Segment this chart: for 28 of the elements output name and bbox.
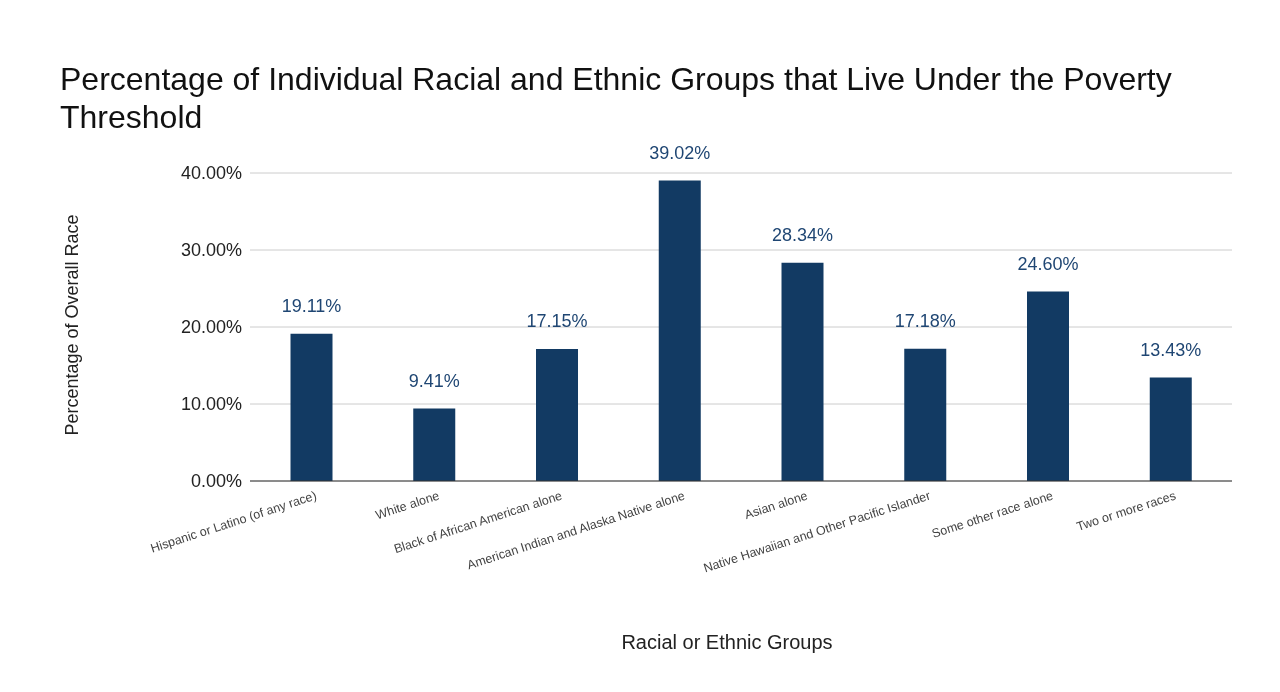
y-tick-label: 0.00%: [190, 471, 242, 492]
y-tick-label: 10.00%: [180, 394, 242, 415]
bar: [413, 408, 456, 481]
bar: [1149, 377, 1192, 481]
data-label: 19.11%: [281, 295, 342, 316]
chart-title: Percentage of Individual Racial and Ethnic Groups that Live Under the Poverty Threshold: [60, 60, 1173, 136]
bar: [781, 262, 824, 481]
x-tick-label: Some other race alone: [930, 488, 1055, 541]
bar: [536, 348, 579, 481]
data-label: 39.02%: [649, 142, 711, 163]
data-label: 28.34%: [771, 224, 834, 245]
data-label: 17.18%: [894, 310, 956, 331]
bar: [658, 180, 701, 481]
x-tick-label: Asian alone: [742, 488, 810, 523]
y-axis-title: Percentage of Overall Race: [61, 214, 83, 436]
y-tick-label: 40.00%: [180, 163, 242, 184]
bar: [904, 348, 947, 481]
x-axis-title: Racial or Ethnic Groups: [621, 630, 833, 654]
bar: [1027, 291, 1070, 481]
x-tick-label: Two or more races: [1074, 488, 1178, 534]
data-label: 24.60%: [1017, 253, 1079, 274]
data-label: 9.41%: [408, 370, 460, 391]
data-label: 17.15%: [526, 310, 588, 331]
data-label: 13.43%: [1140, 339, 1202, 360]
y-tick-label: 30.00%: [180, 240, 242, 261]
x-tick-label: White alone: [373, 488, 442, 523]
y-tick-label: 20.00%: [180, 317, 242, 338]
bar: [290, 333, 333, 481]
